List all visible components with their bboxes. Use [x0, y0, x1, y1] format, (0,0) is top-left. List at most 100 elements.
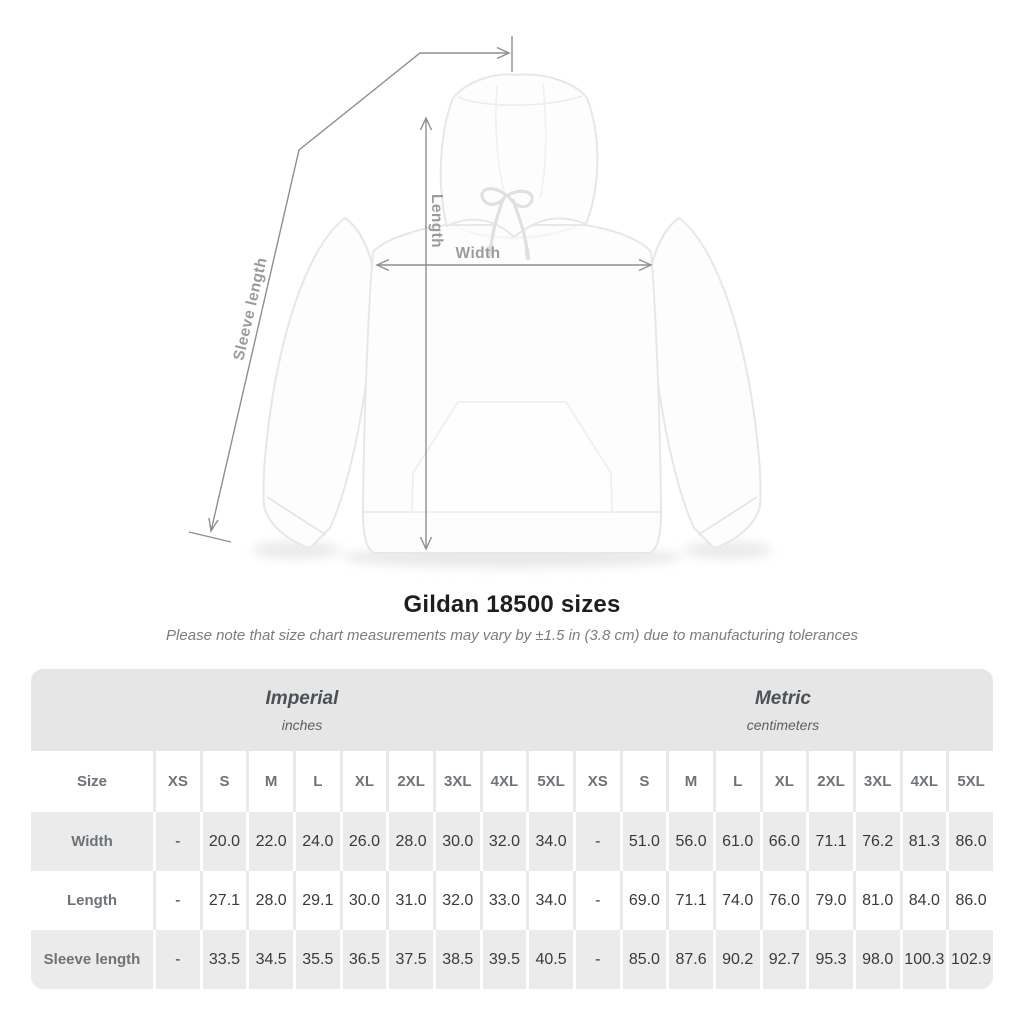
row-length: Length - 27.1 28.0 29.1 30.0 31.0 32.0 3…: [31, 871, 993, 930]
string-left: [489, 197, 505, 248]
cell: 87.6: [666, 930, 713, 989]
size-header: L: [292, 751, 340, 812]
width-arrow-left: [375, 258, 390, 272]
cell: 71.1: [666, 871, 713, 930]
cell: 32.0: [432, 871, 480, 930]
size-table: Imperial inches Metric centimeters Size …: [31, 669, 993, 989]
cell: -: [572, 871, 620, 930]
cell: -: [153, 871, 200, 930]
metric-group-label: Metric: [754, 687, 811, 709]
unit-group-row: Imperial inches Metric centimeters: [31, 669, 993, 751]
metric-group-unit: centimeters: [746, 716, 820, 733]
size-header: XS: [153, 751, 200, 812]
metric-group-header: Metric centimeters: [572, 669, 993, 751]
cell: 36.5: [339, 930, 387, 989]
cell: 56.0: [666, 812, 713, 871]
hood-top-fold: [457, 95, 583, 106]
imperial-group-label: Imperial: [265, 687, 339, 709]
cell: 66.0: [759, 812, 807, 871]
width-label: Width: [456, 245, 501, 262]
size-header: S: [199, 751, 247, 812]
cell: 71.1: [806, 812, 853, 871]
sleeve-arrow-top: [496, 46, 511, 60]
cell: 38.5: [432, 930, 480, 989]
measurement-lines: [188, 36, 653, 551]
cell: 81.3: [899, 812, 947, 871]
cell: 24.0: [292, 812, 340, 871]
sleeve-length-label: Sleeve length: [231, 256, 271, 362]
row-label: Sleeve length: [31, 930, 153, 989]
length-arrow-bottom: [419, 536, 433, 551]
sleeve-measure-line: [210, 52, 509, 532]
cell: 37.5: [386, 930, 433, 989]
cell: 33.5: [199, 930, 247, 989]
length-label: Length: [428, 194, 445, 248]
size-header: 4XL: [899, 751, 947, 812]
string-right: [511, 198, 529, 252]
sleeve-arrow-bottom: [208, 517, 219, 533]
cell: 79.0: [806, 871, 853, 930]
size-header: M: [246, 751, 293, 812]
string-left-tip: [487, 243, 494, 257]
cell: 100.3: [899, 930, 947, 989]
cell: 26.0: [339, 812, 387, 871]
cell: 27.1: [199, 871, 247, 930]
row-width: Width - 20.0 22.0 24.0 26.0 28.0 30.0 32…: [31, 812, 993, 871]
width-arrow-right: [638, 258, 653, 272]
left-sleeve: [262, 217, 374, 549]
size-header: 2XL: [806, 751, 853, 812]
cell: 29.1: [292, 871, 340, 930]
hoodie-size-diagram: Sleeve length Length Width: [188, 36, 772, 568]
cell: -: [572, 812, 620, 871]
size-header: S: [619, 751, 667, 812]
cell: 81.0: [852, 871, 900, 930]
size-header: 5XL: [526, 751, 573, 812]
size-header: 3XL: [852, 751, 900, 812]
cell: 40.5: [526, 930, 573, 989]
hood-fold-left: [495, 85, 506, 197]
cell: 33.0: [479, 871, 527, 930]
left-cuff-seam: [266, 496, 327, 536]
cell: 84.0: [899, 871, 947, 930]
size-header: 4XL: [479, 751, 527, 812]
size-header: 2XL: [386, 751, 433, 812]
cell: 86.0: [946, 812, 993, 871]
cell: -: [153, 812, 200, 871]
imperial-group-header: Imperial inches: [31, 669, 573, 751]
hood-fold-right: [539, 83, 547, 199]
hood: [439, 73, 599, 238]
cell: 51.0: [619, 812, 667, 871]
cell: 74.0: [712, 871, 760, 930]
cell: 90.2: [712, 930, 760, 989]
size-header: XL: [759, 751, 807, 812]
cell: -: [572, 930, 620, 989]
cell: 85.0: [619, 930, 667, 989]
right-sleeve: [650, 217, 762, 549]
page-title: Gildan 18500 sizes: [403, 591, 621, 618]
cell: -: [153, 930, 200, 989]
size-header: M: [666, 751, 713, 812]
cell: 98.0: [852, 930, 900, 989]
cell: 39.5: [479, 930, 527, 989]
cell: 76.2: [852, 812, 900, 871]
cell: 30.0: [432, 812, 480, 871]
tolerance-note: Please note that size chart measurements…: [166, 627, 858, 644]
size-column-header: Size: [31, 751, 153, 812]
cell: 92.7: [759, 930, 807, 989]
cell: 86.0: [946, 871, 993, 930]
row-label: Width: [31, 812, 153, 871]
imperial-group-unit: inches: [281, 716, 323, 733]
cell: 102.9: [946, 930, 993, 989]
bow-left-loop: [480, 187, 508, 206]
cell: 28.0: [246, 871, 293, 930]
cell: 28.0: [386, 812, 433, 871]
right-cuff-seam: [697, 496, 758, 536]
cell: 22.0: [246, 812, 293, 871]
cell: 20.0: [199, 812, 247, 871]
row-label: Length: [31, 871, 153, 930]
neck-shadow: [452, 222, 584, 239]
size-header: 3XL: [432, 751, 480, 812]
string-right-tip: [524, 247, 531, 261]
cell: 34.0: [526, 812, 573, 871]
cell: 32.0: [479, 812, 527, 871]
